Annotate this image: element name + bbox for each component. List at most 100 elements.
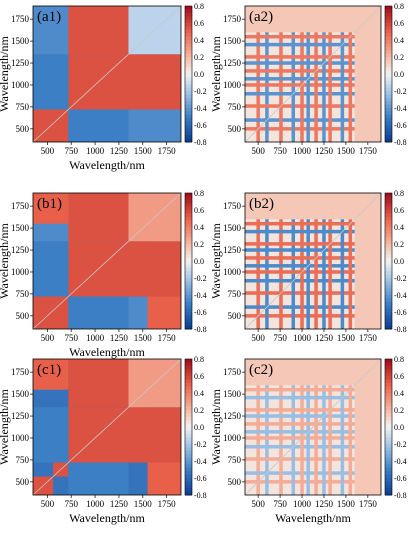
colorbar-tick-label: 0.4 bbox=[194, 389, 204, 398]
colorbar-segment bbox=[385, 369, 392, 374]
colorbar-tick-label: 0.2 bbox=[394, 406, 404, 415]
colorbar-segment bbox=[385, 274, 392, 279]
colorbar-segment bbox=[385, 484, 392, 489]
heatmap-cell bbox=[245, 471, 381, 475]
heatmap-cell bbox=[256, 6, 260, 142]
colorbar-segment bbox=[385, 464, 392, 469]
colorbar-segment bbox=[185, 53, 192, 58]
heatmap-cell bbox=[340, 193, 345, 329]
heatmap-cell bbox=[348, 6, 353, 142]
y-tick-label: 1000 bbox=[11, 80, 30, 90]
x-tick-label: 1750 bbox=[158, 146, 177, 156]
heatmap-cell bbox=[314, 359, 318, 495]
y-tick-label: 750 bbox=[16, 289, 30, 299]
heatmap-cell bbox=[279, 6, 283, 142]
heatmap-cell bbox=[68, 296, 129, 329]
colorbar-tick-label: 0.2 bbox=[194, 240, 204, 249]
colorbar-segment bbox=[385, 298, 392, 303]
colorbar-segment bbox=[385, 111, 392, 116]
colorbar-segment bbox=[185, 216, 192, 221]
x-tick-label: 750 bbox=[273, 146, 287, 156]
heatmap-cell bbox=[291, 359, 296, 495]
colorbar-segment bbox=[185, 450, 192, 455]
colorbar-segment bbox=[185, 315, 192, 320]
colorbar-segment bbox=[185, 440, 192, 445]
heatmap-cell bbox=[245, 127, 381, 131]
y-tick-label: 500 bbox=[16, 311, 30, 321]
colorbar-segment bbox=[385, 57, 392, 61]
colorbar-segment bbox=[385, 53, 392, 58]
colorbar-segment bbox=[185, 464, 192, 469]
colorbar-segment bbox=[385, 97, 392, 102]
colorbar-segment bbox=[385, 461, 392, 465]
colorbar-frame bbox=[184, 5, 193, 143]
y-tick-label: 1750 bbox=[223, 367, 242, 377]
x-tick-label: 1250 bbox=[315, 146, 334, 156]
colorbar-segment bbox=[385, 325, 392, 330]
heatmap-cell bbox=[245, 480, 381, 484]
colorbar-segment bbox=[385, 399, 392, 404]
colorbar-segment bbox=[185, 135, 192, 140]
colorbar-tick-label: -0.2 bbox=[194, 440, 207, 449]
colorbar-segment bbox=[185, 406, 192, 411]
colorbar-tick-label: 0.4 bbox=[394, 223, 404, 232]
x-tick-label: 1000 bbox=[86, 499, 105, 509]
panel-b1: (b1) 500 750 1000 1250 1500 1750 500 750 1000 1250… bbox=[0, 189, 207, 359]
colorbar-segment bbox=[185, 84, 192, 89]
colorbar-segment bbox=[185, 389, 192, 394]
heatmap-cell bbox=[245, 314, 381, 318]
heatmap-cell bbox=[265, 6, 269, 142]
heatmap-cell bbox=[245, 91, 381, 96]
colorbar-segment bbox=[185, 94, 192, 99]
colorbar-segment bbox=[185, 213, 192, 218]
colorbar-segment bbox=[385, 376, 392, 380]
colorbar-segment bbox=[185, 461, 192, 465]
colorbar-tick-label: -0.8 bbox=[394, 491, 407, 500]
colorbar-tick-label: 0.0 bbox=[194, 423, 204, 432]
heatmap-cell bbox=[245, 430, 381, 434]
x-tick-label: 1000 bbox=[293, 146, 312, 156]
y-tick-label: 1000 bbox=[223, 267, 242, 277]
colorbar-segment bbox=[185, 420, 192, 425]
colorbar-segment bbox=[185, 206, 192, 211]
heatmap-cell bbox=[245, 264, 381, 268]
panel-c2: (c2)500 750 1000 1250 1500 175050075010001250… bbox=[209, 355, 407, 525]
colorbar-tick-label: -0.4 bbox=[394, 104, 407, 113]
colorbar-tick-label: -0.8 bbox=[194, 325, 207, 334]
colorbar-segment bbox=[385, 128, 392, 133]
colorbar-segment bbox=[385, 281, 392, 286]
colorbar-segment bbox=[385, 233, 392, 238]
heatmap-cell bbox=[128, 54, 181, 110]
colorbar-segment bbox=[385, 87, 392, 92]
x-tick-label: 500 bbox=[251, 146, 265, 156]
colorbar-segment bbox=[185, 261, 192, 265]
panel-label: (a2) bbox=[249, 9, 273, 25]
colorbar-segment bbox=[385, 114, 392, 119]
panel-label: (c2) bbox=[249, 362, 273, 378]
heatmap-cell bbox=[68, 109, 129, 142]
colorbar-segment bbox=[185, 33, 192, 38]
y-tick-label: 1750 bbox=[223, 201, 242, 211]
heatmap-cell bbox=[68, 359, 129, 408]
colorbar-tick-label: -0.8 bbox=[194, 138, 207, 147]
colorbar-segment bbox=[185, 467, 192, 472]
colorbar-segment bbox=[185, 376, 192, 380]
colorbar-tick-label: -0.4 bbox=[394, 457, 407, 466]
colorbar-tick-label: 0.2 bbox=[194, 53, 204, 62]
colorbar-segment bbox=[385, 433, 392, 438]
y-tick-label: 1500 bbox=[223, 223, 242, 233]
colorbar-segment bbox=[185, 386, 192, 391]
colorbar-segment bbox=[185, 104, 192, 109]
colorbar-segment bbox=[185, 29, 192, 34]
colorbar-segment bbox=[385, 125, 392, 129]
colorbar-segment bbox=[185, 322, 192, 327]
colorbar-frame bbox=[184, 192, 193, 330]
colorbar-segment bbox=[185, 101, 192, 106]
y-tick-label: 500 bbox=[228, 477, 242, 487]
heatmap-cell bbox=[300, 6, 304, 142]
colorbar-segment bbox=[385, 104, 392, 109]
colorbar-segment bbox=[185, 57, 192, 61]
colorbar-segment bbox=[185, 12, 192, 17]
colorbar-segment bbox=[185, 267, 192, 272]
colorbar-tick-label: 0.8 bbox=[394, 355, 404, 364]
